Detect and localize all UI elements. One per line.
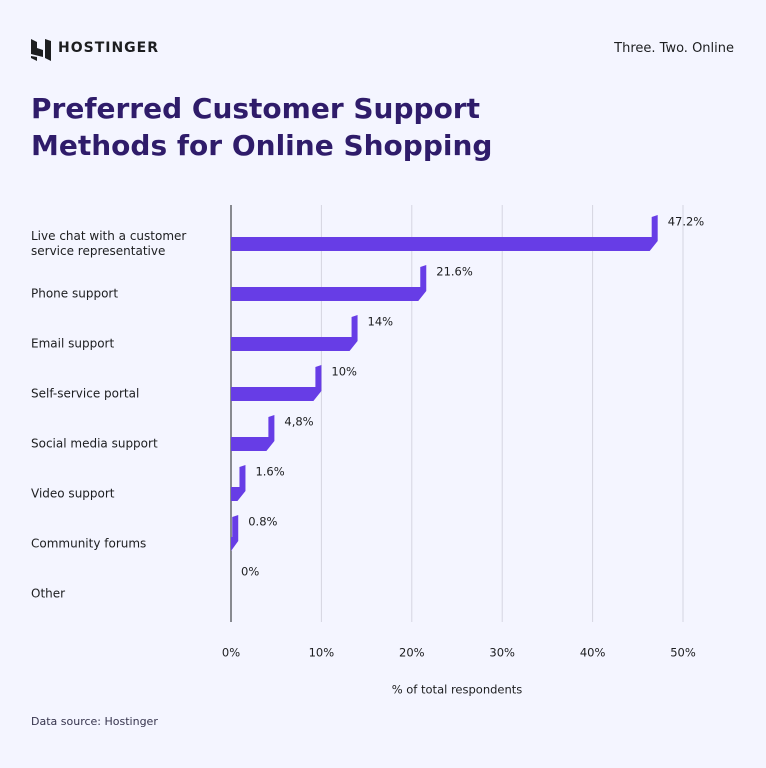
- x-tick-label: 10%: [309, 646, 335, 660]
- x-tick-label: 40%: [580, 646, 606, 660]
- source: Data source: Hostinger: [31, 715, 158, 728]
- logo: [31, 39, 51, 61]
- value-label: 10%: [331, 365, 357, 379]
- category-label: Social media support: [31, 436, 158, 451]
- chart-title: Preferred Customer Support Methods for O…: [31, 92, 493, 162]
- value-label: 47.2%: [668, 215, 705, 229]
- x-tick-label: 50%: [670, 646, 696, 660]
- value-label: 4,8%: [284, 415, 313, 429]
- bar: [231, 515, 239, 551]
- x-tick-label: 0%: [222, 646, 240, 660]
- bar: [231, 415, 275, 451]
- bar: [231, 465, 246, 501]
- x-tick-label: 30%: [489, 646, 515, 660]
- brand: HOSTINGER: [58, 40, 160, 56]
- bar: [231, 215, 658, 251]
- category-label: Video support: [31, 486, 115, 501]
- value-label: 21.6%: [436, 265, 473, 279]
- bar: [231, 265, 427, 301]
- x-axis-label: % of total respondents: [392, 683, 523, 697]
- category-label: Phone support: [31, 286, 119, 301]
- value-label: 0.8%: [248, 515, 277, 529]
- bar: [231, 365, 322, 401]
- value-label: 1.6%: [255, 465, 284, 479]
- category-label: Email support: [31, 336, 115, 351]
- x-tick-label: 20%: [399, 646, 425, 660]
- value-label: 0%: [241, 565, 259, 579]
- category-label: Other: [31, 586, 66, 601]
- category-label: Community forums: [31, 536, 147, 551]
- value-label: 14%: [368, 315, 394, 329]
- category-label: Self-service portal: [31, 386, 140, 401]
- category-label: Live chat with a customer service repres…: [31, 229, 187, 258]
- tagline: Three. Two. Online: [614, 41, 734, 56]
- bar: [231, 315, 358, 351]
